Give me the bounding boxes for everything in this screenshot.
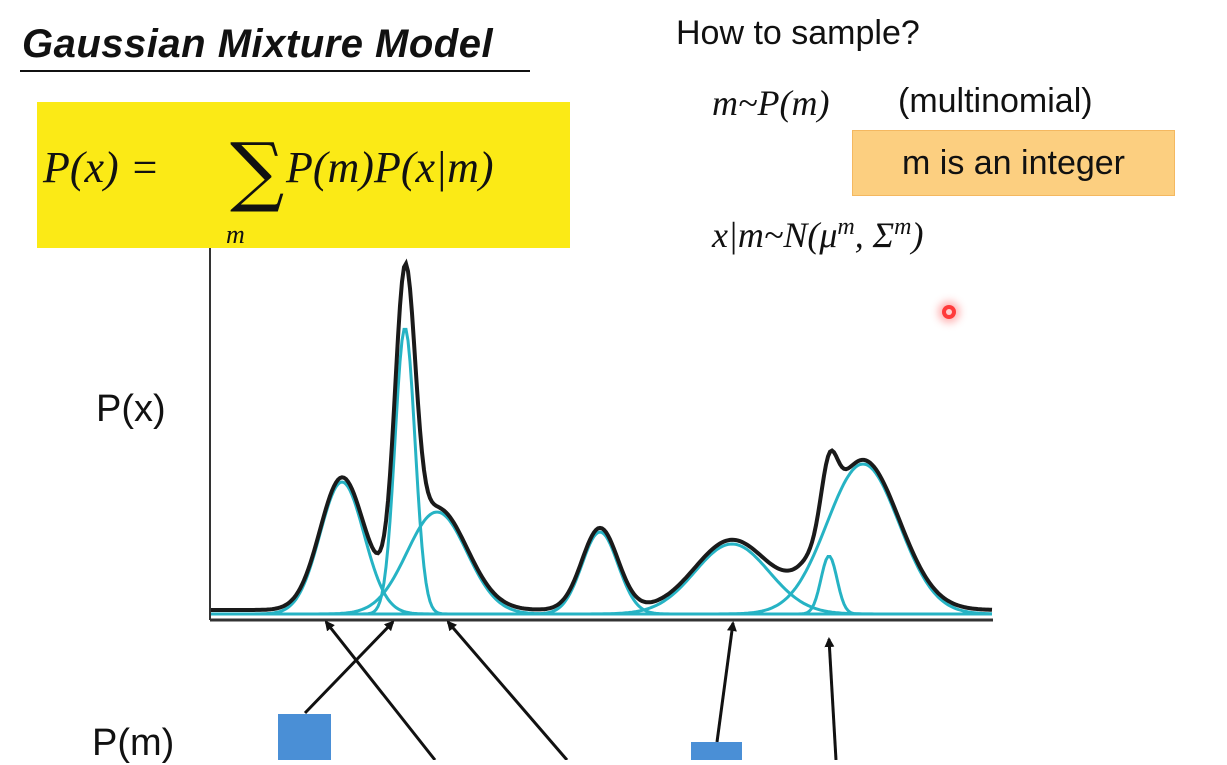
gaussian-component-7: [210, 462, 993, 616]
integer-note-text: m is an integer: [902, 144, 1125, 182]
laser-pointer-icon: [942, 305, 956, 319]
arrow-3: [446, 620, 569, 760]
sample-x-formula: x|m~N(μm, Σm): [712, 214, 924, 256]
mixture-curve: [210, 258, 993, 612]
sample-m-formula: m~P(m): [712, 83, 830, 123]
slide-title: Gaussian Mixture Model: [22, 22, 494, 66]
gaussian-component-5: [210, 542, 992, 616]
pm-axis-label: P(m): [92, 722, 175, 764]
gaussian-component-6: [210, 555, 992, 616]
arrow-4: [715, 621, 737, 743]
multinomial-note: (multinomial): [898, 82, 1093, 120]
sample-x-part1: x|m~N(μ: [712, 215, 838, 255]
sampling-heading: How to sample?: [676, 14, 920, 52]
px-axis-label: P(x): [96, 388, 166, 430]
integer-note-box: [852, 130, 1175, 196]
gaussian-components: [210, 327, 993, 616]
formula-rhs: P(m)P(x|m): [286, 143, 494, 192]
sample-x-close: ): [911, 215, 924, 255]
sum-index: m: [226, 220, 245, 249]
formula-lhs: P(x) =: [43, 143, 160, 192]
arrow-1: [303, 620, 395, 715]
sample-x-sup1: m: [837, 214, 855, 240]
sum-symbol: ∑: [230, 126, 285, 215]
formula-highlight: [37, 102, 570, 248]
pm-bar-1: [278, 714, 331, 760]
title-underline: [20, 70, 530, 72]
sample-x-sup2: m: [894, 214, 912, 240]
sample-x-part2: , Σ: [854, 215, 895, 255]
arrow-2: [324, 620, 437, 760]
arrow-5: [824, 637, 838, 760]
gaussian-component-4: [210, 530, 992, 616]
pm-bar-2: [691, 742, 742, 760]
